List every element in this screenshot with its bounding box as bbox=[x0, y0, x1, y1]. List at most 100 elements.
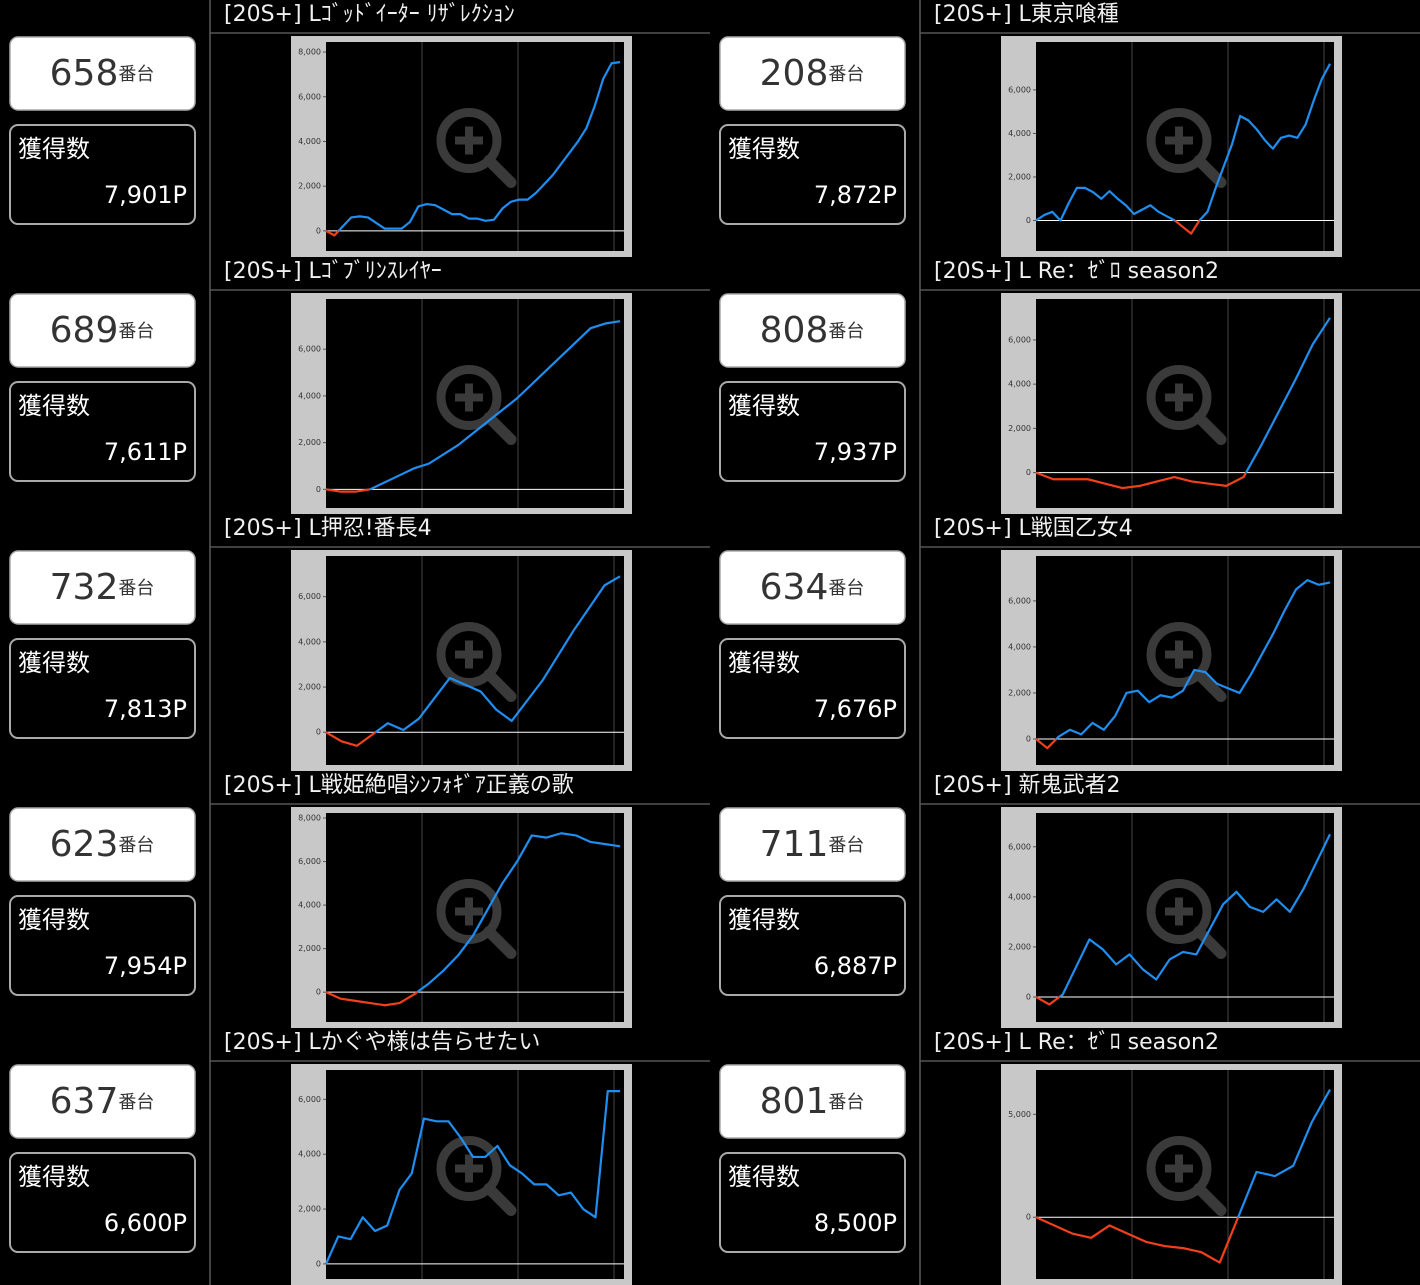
zoom-watermark bbox=[483, 1183, 517, 1216]
balance-line bbox=[374, 575, 621, 734]
balance-line bbox=[325, 991, 418, 1007]
balance-line bbox=[1198, 63, 1331, 222]
y-tick-label: 0 bbox=[316, 728, 321, 737]
zoom-watermark bbox=[455, 1154, 483, 1183]
count-card bbox=[9, 1152, 196, 1253]
machine-number: 623番台 bbox=[50, 824, 155, 865]
zoom-watermark bbox=[1193, 926, 1227, 959]
balance-line bbox=[1055, 579, 1331, 740]
machine-number-value: 637 bbox=[50, 1081, 119, 1122]
count-label: 獲得数 bbox=[728, 649, 800, 677]
count-card bbox=[9, 381, 196, 482]
zoom-watermark bbox=[1146, 622, 1212, 687]
y-tick-label: 6,000 bbox=[298, 592, 321, 601]
machine-number-card bbox=[719, 807, 906, 882]
y-tick-label: 4,000 bbox=[298, 901, 321, 910]
machine-number-value: 208 bbox=[760, 53, 829, 94]
y-tick-label: 2,000 bbox=[298, 182, 321, 191]
machine-number-card bbox=[719, 1064, 906, 1139]
y-tick-label: 4,000 bbox=[1008, 892, 1031, 901]
y-tick-label: 0 bbox=[316, 988, 321, 997]
count-card bbox=[9, 124, 196, 225]
machine-title: [20S+] 新鬼武者2 bbox=[934, 773, 1121, 798]
count-card bbox=[719, 124, 906, 225]
machine-title: [20S+] L戦国乙女4 bbox=[934, 516, 1133, 541]
machine-title: [20S+] L Re：ｾﾞﾛ season2 bbox=[934, 1030, 1219, 1055]
y-tick-label: 6,000 bbox=[1008, 335, 1031, 344]
zoom-watermark bbox=[1146, 1136, 1212, 1201]
plot-area bbox=[326, 299, 624, 508]
machine-number-value: 801 bbox=[760, 1081, 829, 1122]
machine-number-suffix: 番台 bbox=[828, 64, 864, 85]
balance-line bbox=[1035, 996, 1061, 1006]
y-tick-label: 2,000 bbox=[1008, 172, 1031, 181]
machine-title: [20S+] L Re：ｾﾞﾛ season2 bbox=[934, 259, 1219, 284]
machine-number-card bbox=[9, 1064, 196, 1139]
machine-title: [20S+] Lかぐや様は告らせたい bbox=[224, 1030, 540, 1055]
y-tick-label: 0 bbox=[316, 226, 321, 235]
machine-number: 634番台 bbox=[760, 567, 865, 608]
machine-title: [20S+] L押忍!番長4 bbox=[224, 516, 432, 541]
zoom-watermark bbox=[1193, 155, 1227, 188]
zoom-watermark bbox=[1165, 383, 1193, 412]
count-card bbox=[9, 895, 196, 996]
balance-line bbox=[325, 731, 377, 747]
balance-line bbox=[1174, 219, 1201, 235]
zoom-watermark bbox=[483, 155, 517, 188]
y-tick-label: 5,000 bbox=[1008, 1110, 1031, 1119]
count-label: 獲得数 bbox=[18, 1163, 90, 1191]
machine-number-value: 658 bbox=[50, 53, 119, 94]
plot-area bbox=[1036, 1070, 1334, 1279]
machine-number-suffix: 番台 bbox=[828, 321, 864, 342]
count-card bbox=[719, 895, 906, 996]
machine-number-suffix: 番台 bbox=[828, 835, 864, 856]
zoom-watermark bbox=[1146, 365, 1212, 430]
count-value: 7,813P bbox=[104, 695, 187, 723]
y-tick-label: 6,000 bbox=[298, 92, 321, 101]
machine-number-card bbox=[9, 550, 196, 625]
machine-number-value: 732 bbox=[50, 567, 119, 608]
machine-number-value: 634 bbox=[760, 567, 829, 608]
zoom-watermark bbox=[455, 383, 483, 412]
balance-line bbox=[1237, 1089, 1331, 1218]
count-value: 7,937P bbox=[814, 438, 897, 466]
machine-title: [20S+] Lｺﾞｯﾄﾞｲｰﾀｰ ﾘｻﾞﾚｸｼｮﾝ bbox=[224, 2, 515, 27]
count-value: 8,500P bbox=[814, 1209, 897, 1237]
balance-line bbox=[416, 832, 621, 994]
y-tick-label: 2,000 bbox=[298, 944, 321, 953]
y-tick-label: 4,000 bbox=[298, 1150, 321, 1159]
y-tick-label: 0 bbox=[1026, 1213, 1031, 1222]
machine-number-value: 689 bbox=[50, 310, 119, 351]
zoom-watermark bbox=[436, 622, 502, 687]
y-tick-label: 6,000 bbox=[298, 345, 321, 354]
y-tick-label: 0 bbox=[1026, 992, 1031, 1001]
zoom-watermark bbox=[436, 1136, 502, 1201]
zoom-watermark bbox=[455, 897, 483, 926]
count-label: 獲得数 bbox=[728, 906, 800, 934]
machine-number-card bbox=[9, 36, 196, 111]
machine-number-card bbox=[9, 807, 196, 882]
machine-number-value: 623 bbox=[50, 824, 119, 865]
machine-number: 808番台 bbox=[760, 310, 865, 351]
zoom-watermark bbox=[1193, 412, 1227, 445]
zoom-watermark bbox=[483, 412, 517, 445]
y-tick-label: 2,000 bbox=[298, 1205, 321, 1214]
plot-area bbox=[326, 556, 624, 765]
y-tick-label: 6,000 bbox=[1008, 596, 1031, 605]
count-value: 7,676P bbox=[814, 695, 897, 723]
machine-number-card bbox=[9, 293, 196, 368]
count-label: 獲得数 bbox=[18, 649, 90, 677]
y-tick-label: 0 bbox=[1026, 468, 1031, 477]
zoom-watermark bbox=[1165, 640, 1193, 669]
zoom-watermark bbox=[1165, 1154, 1193, 1183]
y-tick-label: 4,000 bbox=[1008, 642, 1031, 651]
zoom-watermark bbox=[436, 365, 502, 430]
